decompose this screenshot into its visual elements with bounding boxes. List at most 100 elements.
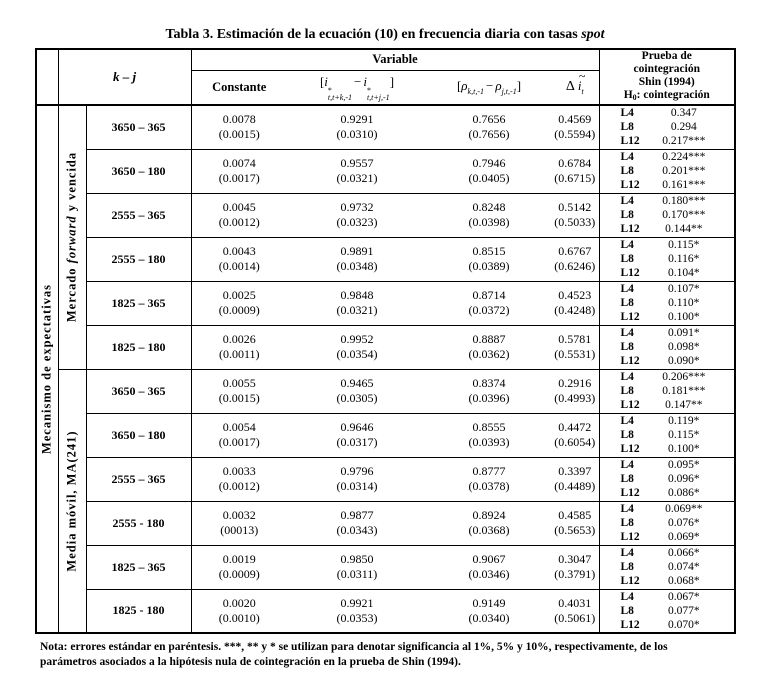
rate-diff-cell: 0.9796 (0.0314) bbox=[287, 456, 427, 502]
shin-line: L12 0.068* bbox=[620, 575, 700, 588]
k-j-cell: 3650 – 180 bbox=[86, 412, 192, 458]
header-row-2: Constante [i * t,t+k,-1− i * t,t+j,-1] [ρk,t,… bbox=[36, 69, 735, 106]
rho-diff-cell: 0.8887 (0.0362) bbox=[427, 324, 551, 370]
rate-diff-cell: 0.9921 (0.0353) bbox=[287, 588, 427, 634]
rate-diff-cell: 0.9877 (0.0343) bbox=[287, 500, 427, 546]
rho-diff-cell: 0.9067 (0.0346) bbox=[427, 544, 551, 590]
shin-line: L8 0.181*** bbox=[620, 385, 706, 397]
constante-cell: 0.0043 (0.0014) bbox=[191, 236, 287, 282]
group2-label-cell: Media móvil, MA(241) bbox=[58, 368, 87, 634]
k-j-cell: 3650 – 365 bbox=[86, 105, 192, 150]
k-j-cell: 1825 – 365 bbox=[86, 280, 192, 326]
results-table: k – j Variable Prueba de cointegración S… bbox=[35, 48, 736, 635]
variable-group-header: Variable bbox=[191, 49, 600, 71]
shin-line: L4 0.091* bbox=[620, 326, 700, 339]
shin-header-line1: Prueba de bbox=[641, 50, 692, 62]
shin-header-line3: Shin (1994) bbox=[638, 76, 695, 88]
constante-cell: 0.0033 (0.0012) bbox=[191, 456, 287, 502]
delta-i-cell: 0.6767 (0.6246) bbox=[551, 236, 600, 282]
coef-value: 0.7656 bbox=[472, 112, 506, 127]
shin-line: L12 0.069* bbox=[620, 531, 700, 544]
shin-line: L8 0.098* bbox=[620, 341, 700, 353]
mechanism-label: Mecanismo de expectativas bbox=[39, 284, 54, 455]
shin-test-header: Prueba de cointegración Shin (1994) H0: … bbox=[599, 49, 735, 106]
shin-value: 0.347 bbox=[670, 107, 697, 119]
std-error: (0.0015) bbox=[218, 127, 260, 142]
shin-line: L4 0.067* bbox=[620, 590, 700, 603]
footnote: Nota: errores estándar en paréntesis. **… bbox=[40, 640, 668, 670]
table-row: 2555 – 365 0.0033 (0.0012) 0.9796 (0.0314)… bbox=[36, 456, 735, 502]
delta-i-cell: 0.3397 (0.4489) bbox=[551, 456, 600, 502]
std-error: (0.5594) bbox=[554, 127, 596, 142]
shin-line: L4 0.347 bbox=[600, 106, 735, 120]
table-row: 1825 – 365 0.0025 (0.0009) 0.9848 (0.0321)… bbox=[36, 280, 735, 326]
coef-value: 0.0078 bbox=[222, 112, 256, 127]
std-error: (0.0310) bbox=[336, 127, 378, 142]
rho-diff-cell: 0.9149 (0.0340) bbox=[427, 588, 551, 634]
table-row: 1825 - 180 0.0020 (0.0010) 0.9921 (0.0353)… bbox=[36, 588, 735, 634]
constante-cell: 0.0078 (0.0015) bbox=[191, 105, 287, 149]
table-row: 2555 - 180 0.0032 (00013) 0.9877 (0.0343) … bbox=[36, 500, 735, 546]
shin-line: L8 0.294 bbox=[600, 120, 735, 134]
rho-diff-cell: 0.8714 (0.0372) bbox=[427, 280, 551, 326]
constante-cell: 0.0054 (0.0017) bbox=[191, 412, 287, 458]
rate-diff-cell: 0.9465 (0.0305) bbox=[287, 368, 427, 414]
rho-diff-cell: 0.8515 (0.0389) bbox=[427, 236, 551, 282]
shin-line: L8 0.077* bbox=[620, 604, 700, 617]
shin-line: L12 0.217*** bbox=[600, 134, 735, 148]
table-row: 2555 – 365 0.0045 (0.0012) 0.9732 (0.0323)… bbox=[36, 192, 735, 238]
shin-cell: L4 0.119* L8 0.115* L12 0.100* bbox=[599, 412, 735, 458]
header-corner-cell bbox=[36, 49, 59, 106]
shin-value: 0.294 bbox=[670, 121, 697, 134]
header-row-1: k – j Variable Prueba de cointegración S… bbox=[36, 49, 735, 106]
shin-cell: L4 0.224*** L8 0.201*** L12 0.161*** bbox=[599, 148, 735, 194]
group1-label: Mercado forward y vencida bbox=[64, 152, 79, 323]
shin-line: L4 0.115* bbox=[620, 238, 700, 251]
k-j-cell: 2555 – 365 bbox=[86, 456, 192, 502]
shin-line: L4 0.069** bbox=[620, 502, 703, 515]
shin-line: L12 0.161*** bbox=[620, 179, 706, 192]
k-j-cell: 3650 – 365 bbox=[86, 368, 192, 414]
shin-cell: L4 0.115* L8 0.116* L12 0.104* bbox=[599, 236, 735, 282]
shin-cell: L4 0.206*** L8 0.181*** L12 0.147** bbox=[599, 368, 735, 414]
shin-cell: L4 0.107* L8 0.110* L12 0.100* bbox=[599, 280, 735, 326]
constante-cell: 0.0045 (0.0012) bbox=[191, 192, 287, 238]
table-row: Media móvil, MA(241) 3650 – 365 0.0055 (0… bbox=[36, 368, 735, 634]
lag-label: L12 bbox=[620, 135, 640, 148]
delta-i-header: Δ ~ it bbox=[551, 69, 600, 106]
constante-header: Constante bbox=[191, 70, 287, 106]
k-j-cell: 2555 – 180 bbox=[86, 236, 192, 282]
lag-label: L8 bbox=[620, 121, 634, 134]
shin-line: L8 0.116* bbox=[620, 253, 700, 265]
shin-line: L12 0.070* bbox=[620, 619, 700, 632]
delta-i-cell: 0.3047 (0.3791) bbox=[551, 544, 600, 590]
shin-cell: L4 0.067* L8 0.077* L12 0.070* bbox=[599, 588, 735, 634]
rho-diff-cell: 0.8924 (0.0368) bbox=[427, 500, 551, 546]
rate-diff-cell: 0.9291 (0.0310) bbox=[287, 105, 427, 149]
shin-cell: L4 0.091* L8 0.098* L12 0.090* bbox=[599, 324, 735, 370]
lag-label: L4 bbox=[620, 107, 634, 119]
constante-cell: 0.0032 (00013) bbox=[191, 500, 287, 546]
table-title: Tabla 3. Estimación de la ecuación (10) … bbox=[35, 27, 735, 43]
shin-line: L4 0.095* bbox=[620, 458, 700, 471]
table-row: Mecanismo de expectativas Mercado forwar… bbox=[36, 105, 735, 634]
shin-line: L12 0.144** bbox=[620, 223, 703, 236]
coef-value: 0.4569 bbox=[558, 112, 592, 127]
constante-cell: 0.0026 (0.0011) bbox=[191, 324, 287, 370]
constante-cell: 0.0025 (0.0009) bbox=[191, 280, 287, 326]
rate-diff-cell: 0.9646 (0.0317) bbox=[287, 412, 427, 458]
constante-cell: 0.0074 (0.0017) bbox=[191, 148, 287, 194]
shin-cell: L4 0.066* L8 0.074* L12 0.068* bbox=[599, 544, 735, 590]
shin-line: L12 0.100* bbox=[620, 311, 700, 324]
tilde-mark: ~ bbox=[578, 69, 586, 84]
shin-line: L8 0.170*** bbox=[620, 209, 706, 221]
rate-diff-cell: 0.9891 (0.0348) bbox=[287, 236, 427, 282]
rho-diff-cell: 0.8555 (0.0393) bbox=[427, 412, 551, 458]
shin-cell: L4 0.347 L8 0.294 L12 0.217*** bbox=[599, 105, 735, 149]
k-j-cell: 2555 – 365 bbox=[86, 192, 192, 238]
rate-diff-cell: 0.9848 (0.0321) bbox=[287, 280, 427, 326]
k-j-cell: 1825 – 365 bbox=[86, 544, 192, 590]
shin-line: L8 0.096* bbox=[620, 473, 700, 485]
group1-label-cell: Mercado forward y vencida bbox=[58, 105, 87, 370]
